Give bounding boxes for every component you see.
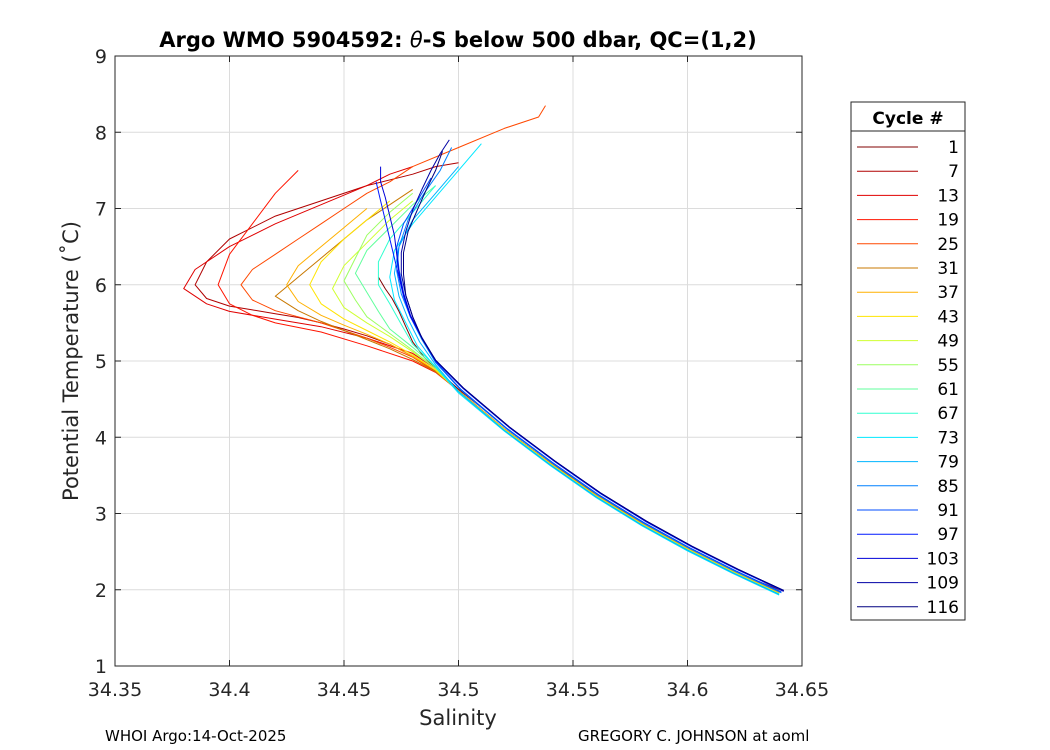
chart-title: Argo WMO 5904592: θ-S below 500 dbar, QC…: [159, 28, 756, 52]
series-line-cycle-49: [332, 200, 780, 595]
legend-entry-85: 85: [857, 477, 959, 497]
legend-entry-31: 31: [857, 259, 959, 279]
legend-label: 1: [948, 138, 959, 158]
legend-entry-25: 25: [857, 235, 959, 255]
legend-entry-49: 49: [857, 332, 959, 352]
series-line-cycle-73: [389, 143, 780, 596]
grid: [115, 56, 802, 666]
y-tick-label: 4: [95, 427, 107, 449]
y-tick-label: 2: [95, 580, 107, 602]
y-tick-label: 7: [95, 199, 107, 221]
legend-entry-1: 1: [857, 138, 959, 158]
footer-left: WHOI Argo:14-Oct-2025: [105, 727, 286, 745]
legend-label: 55: [937, 356, 959, 376]
legend-entry-91: 91: [857, 501, 959, 521]
legend-label: 31: [937, 259, 959, 279]
x-tick-label: 34.45: [317, 679, 371, 701]
legend-label: 109: [927, 574, 959, 594]
series-layer: [183, 105, 784, 596]
legend-label: 97: [937, 525, 959, 545]
legend-entry-103: 103: [857, 549, 959, 569]
y-tick-label: 9: [95, 46, 107, 68]
legend-label: 61: [937, 380, 959, 400]
x-tick-label: 34.6: [666, 679, 708, 701]
legend-label: 37: [937, 283, 959, 303]
x-tick-label: 34.4: [208, 679, 250, 701]
legend-entry-116: 116: [857, 598, 959, 618]
y-tick-label: 8: [95, 122, 107, 144]
legend-label: 67: [937, 404, 959, 424]
legend-label: 7: [948, 162, 959, 182]
legend-entry-109: 109: [857, 574, 959, 594]
legend-box: [850, 101, 966, 621]
x-tick-label: 34.65: [775, 679, 829, 701]
x-axis-label: Salinity: [419, 706, 497, 730]
legend-entry-73: 73: [857, 428, 959, 448]
legend-entry-61: 61: [857, 380, 959, 400]
y-tick-label: 6: [95, 275, 107, 297]
series-line-cycle-79: [393, 166, 780, 595]
legend-label: 79: [937, 453, 959, 473]
x-tick-label: 34.5: [437, 679, 479, 701]
legend-entry-55: 55: [857, 356, 959, 376]
legend-label: 91: [937, 501, 959, 521]
legend-entries: 1 7 13 19 25 31 37 43 49 55 61 67 73 79 85 91 97 103 109 11…: [857, 138, 959, 618]
legend-entry-97: 97: [857, 525, 959, 545]
ticks: 34.35 34.4 34.45 34.5 34.55 34.6 34.65 1 2 3 4 5 6 7 8…: [88, 46, 829, 701]
series-line-cycle-116: [403, 151, 784, 591]
series-line-cycle-37: [286, 208, 780, 594]
legend-label: 19: [937, 211, 959, 231]
legend-label: 73: [937, 428, 959, 448]
legend-entry-19: 19: [857, 211, 959, 231]
footer-right: GREGORY C. JOHNSON at aoml: [578, 727, 809, 745]
legend-entry-13: 13: [857, 186, 959, 206]
legend-label: 25: [937, 235, 959, 255]
legend-label: 103: [927, 549, 959, 569]
legend-label: 49: [937, 332, 959, 352]
y-axis-label: Potential Temperature (˚C): [59, 221, 83, 501]
x-tick-label: 34.35: [88, 679, 142, 701]
legend-label: 85: [937, 477, 959, 497]
legend-label: 43: [937, 307, 959, 327]
y-tick-label: 3: [95, 504, 107, 526]
y-tick-label: 5: [95, 351, 107, 373]
y-tick-label: 1: [95, 656, 107, 678]
legend-entry-79: 79: [857, 453, 959, 473]
legend-label: 13: [937, 186, 959, 206]
legend-entry-7: 7: [857, 162, 959, 182]
legend-entry-43: 43: [857, 307, 959, 327]
legend-label: 116: [927, 598, 959, 618]
x-tick-label: 34.55: [546, 679, 600, 701]
legend-title: Cycle #: [872, 109, 943, 129]
legend-entry-37: 37: [857, 283, 959, 303]
legend-entry-67: 67: [857, 404, 959, 424]
legend: Cycle # 1 7 13 19 25 31 37 43 49 55 61 67 73 79 85 91 97…: [850, 101, 966, 621]
series-line-cycle-91: [396, 177, 782, 593]
